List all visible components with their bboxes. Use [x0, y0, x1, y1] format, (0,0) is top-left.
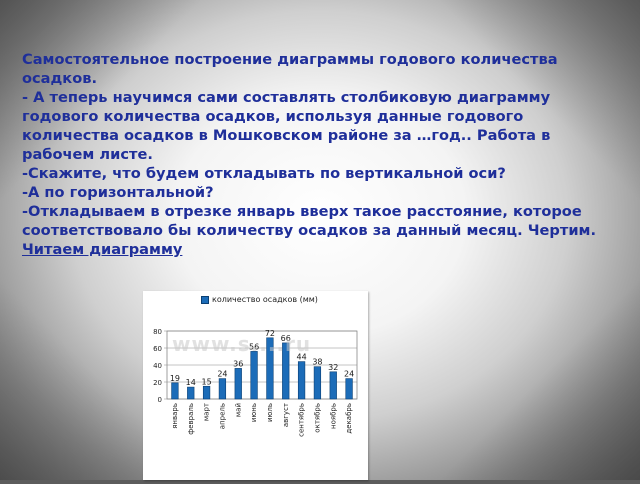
- x-tick-label: июнь: [250, 403, 258, 422]
- bar: [250, 351, 258, 400]
- y-tick-label: 80: [153, 328, 162, 336]
- data-label: 24: [344, 370, 354, 379]
- data-label: 36: [233, 359, 243, 368]
- x-tick-label: апрель: [218, 403, 226, 429]
- heading-text: Самостоятельное построение диаграммы год…: [22, 51, 558, 87]
- bar: [345, 378, 353, 400]
- bar: [297, 361, 306, 400]
- chart-legend: количество осадков (мм): [201, 295, 318, 304]
- data-label: 32: [328, 363, 338, 372]
- bar: [282, 342, 290, 400]
- x-tick-label: июль: [266, 403, 274, 422]
- precipitation-chart: количество осадков (мм) 0 20 40 60 80 19 январ…: [143, 291, 368, 480]
- legend-swatch: [201, 295, 209, 304]
- x-tick-label: январь: [171, 403, 179, 429]
- x-tick-label: ноябрь: [329, 403, 337, 429]
- x-tick-label: февраль: [187, 403, 195, 435]
- question-vertical-axis: -Скажите, что будем откладывать по верти…: [22, 165, 506, 182]
- bar: [202, 385, 211, 400]
- read-diagram-link[interactable]: Читаем диаграмму: [22, 241, 183, 258]
- y-tick-label: 20: [153, 379, 162, 387]
- paragraph-intro: - А теперь научимся сами составлять стол…: [22, 89, 551, 163]
- x-tick-label: октябрь: [313, 403, 321, 433]
- x-tick-label: май: [234, 403, 242, 417]
- data-label: 72: [265, 329, 275, 338]
- data-label: 15: [201, 377, 211, 386]
- data-label: 38: [312, 358, 322, 367]
- x-tick-label: август: [282, 403, 290, 427]
- legend-label: количество осадков (мм): [212, 295, 318, 304]
- bar: [218, 378, 227, 400]
- bar: [266, 337, 274, 400]
- bar: [329, 371, 337, 400]
- slide-text: Самостоятельное построение диаграммы год…: [22, 50, 622, 259]
- chart-svg: 0 20 40 60 80 19 январь 14 февраль 15 март 24 апрель…: [153, 328, 358, 437]
- instruction-text: -Откладываем в отрезке январь вверх тако…: [22, 203, 597, 239]
- bar: [187, 386, 195, 400]
- bar: [171, 382, 179, 400]
- data-label: 24: [217, 370, 227, 379]
- watermark-text: www.s....ru: [172, 332, 312, 356]
- data-label: 19: [170, 374, 180, 383]
- data-label: 56: [249, 342, 259, 351]
- y-tick-label: 0: [158, 396, 162, 404]
- bar: [313, 366, 322, 400]
- y-tick-label: 60: [153, 345, 162, 353]
- data-label: 14: [186, 378, 196, 387]
- question-horizontal-axis: -А по горизонтальной?: [22, 184, 214, 201]
- y-tick-label: 40: [153, 362, 162, 370]
- data-label: 44: [296, 353, 306, 362]
- bar: [234, 368, 242, 400]
- x-tick-label: сентябрь: [298, 403, 306, 437]
- x-tick-label: март: [203, 403, 211, 421]
- data-label: 66: [281, 334, 291, 343]
- x-tick-label: декабрь: [345, 403, 353, 434]
